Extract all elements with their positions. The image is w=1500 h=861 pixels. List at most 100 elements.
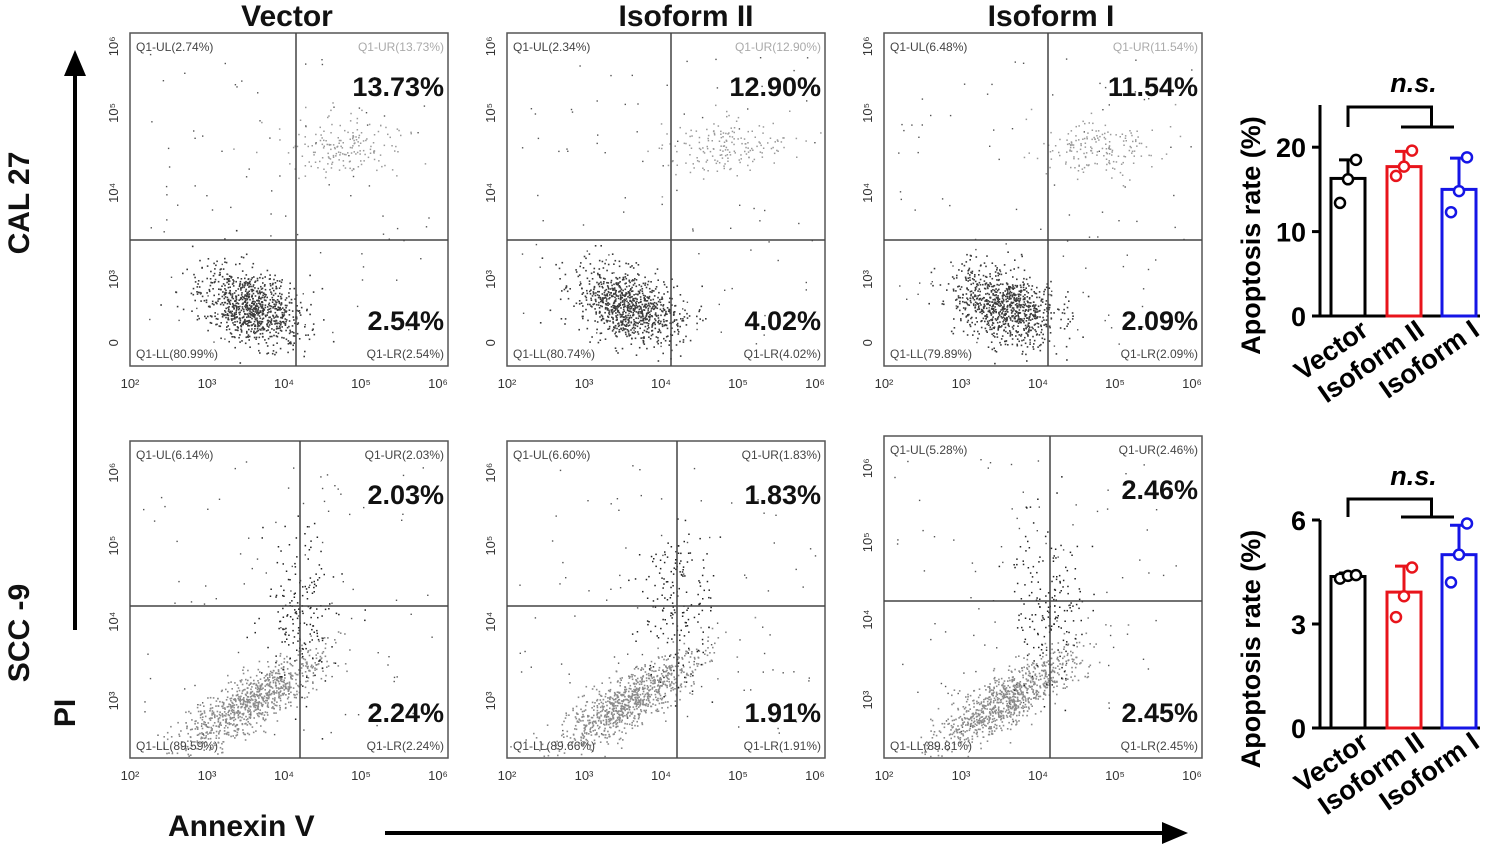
big-percent-ur: 11.54% [1108,72,1198,102]
bar-y-axis-label: Apoptosis rate (%) [1236,116,1266,355]
x-tick-label: 10⁴ [1028,376,1048,391]
y-tick-label: 10⁴ [106,612,121,632]
flow-plot-4: Q1-UL(6.14%) Q1-UR(2.03%) Q1-LL(89.59%) Q1-… [106,440,449,783]
column-title-isoform-2: Isoform II [618,0,754,33]
flow-scatter-dots [898,58,1193,365]
y-tick-label: 0 [106,339,121,346]
x-tick-label: 10² [498,768,517,783]
x-tick-label: 10⁶ [805,768,825,783]
y-tick-label: 10⁵ [860,103,875,123]
x-tick-label: 10⁶ [1182,376,1202,391]
flow-plot-frame [883,435,1203,759]
flow-scatter-dots [521,57,822,362]
y-tick-label: 10³ [483,691,498,710]
x-tick-label: 10² [121,768,140,783]
data-point [1349,153,1363,167]
quadrant-label-ur: Q1-UR(2.46%) [1119,443,1198,457]
x-tick-label: 10⁵ [1105,376,1125,391]
data-point [1389,169,1403,183]
quadrant-label-ur: Q1-UR(11.54%) [1113,40,1198,54]
significance-bracket [1346,105,1454,129]
data-point [1460,151,1474,164]
quadrant-label-ll: Q1-LL(89.59%) [136,739,218,753]
y-tick-label: 10⁶ [860,458,875,478]
bar-y-tick-label: 0 [1291,302,1306,332]
x-axis-title-annexin: Annexin V [168,810,315,843]
x-tick-label: 10³ [575,768,594,783]
quadrant-label-ll: Q1-LL(80.99%) [136,347,218,361]
data-point [1397,160,1411,173]
x-tick-label: 10² [121,376,140,391]
column-title-isoform-1: Isoform I [987,0,1115,33]
data-point [1444,576,1458,589]
y-tick-label: 10⁶ [483,36,498,56]
y-tick-label: 10⁶ [106,463,121,483]
y-tick-label: 10⁴ [860,610,875,630]
y-tick-label: 10⁵ [483,103,498,123]
quadrant-label-ur: Q1-UR(1.83%) [742,448,821,462]
x-tick-label: 10⁴ [274,768,294,783]
x-tick-label: 10⁶ [1182,768,1202,783]
flow-plot-6: Q1-UL(5.28%) Q1-UR(2.46%) Q1-LL(89.81%) Q1-… [860,435,1203,783]
quadrant-label-ll: Q1-LL(89.81%) [890,739,972,753]
quadrant-label-ul: Q1-UL(2.74%) [136,40,213,54]
quadrant-label-lr: Q1-LR(1.91%) [744,739,821,753]
y-tick-label: 10⁶ [860,36,875,56]
data-point [1405,561,1419,574]
y-tick-label: 10³ [860,690,875,709]
data-point [1452,548,1466,561]
flow-plot-1: Q1-UL(2.74%) Q1-UR(13.73%) Q1-LL(80.99%) Q1… [106,32,449,391]
quadrant-label-ll: Q1-LL(79.89%) [890,347,972,361]
bar-y-tick-label: 3 [1291,610,1306,640]
bar-y-axis-label: Apoptosis rate (%) [1236,530,1266,769]
bar-y-tick-label: 0 [1291,714,1306,744]
big-percent-ur: 13.73% [352,72,444,102]
data-point [1460,517,1474,530]
x-tick-label: 10⁵ [351,376,371,391]
bar-y-tick-label: 10 [1276,218,1306,248]
quadrant-label-ur: Q1-UR(12.90%) [735,40,821,54]
x-tick-label: 10³ [198,376,217,391]
big-percent-ur: 2.03% [367,480,444,510]
x-tick-label: 10⁴ [1028,768,1048,783]
bar [1385,165,1423,318]
x-tick-label: 10² [875,376,894,391]
y-tick-label: 10³ [860,269,875,288]
big-percent-lr: 1.91% [744,698,821,728]
flow-plot-frame [883,32,1203,367]
x-tick-label: 10⁴ [274,376,294,391]
y-tick-label: 10⁴ [860,183,875,203]
flow-scatter-dots [149,53,430,364]
data-point [1341,173,1355,186]
quadrant-label-ul: Q1-UL(2.34%) [513,40,590,54]
big-percent-lr: 2.24% [367,698,444,728]
y-tick-label: 10⁴ [483,183,498,203]
flow-plot-frame [129,440,449,759]
x-tick-label: 10² [498,376,517,391]
significance-label: n.s. [1390,68,1437,98]
x-tick-label: 10⁶ [805,376,825,391]
x-tick-label: 10⁵ [728,768,748,783]
bar [1329,575,1367,730]
quadrant-label-ll: Q1-LL(89.66%) [513,739,595,753]
x-tick-label: 10³ [198,768,217,783]
y-tick-label: 10³ [106,691,121,710]
data-point [1389,610,1403,624]
data-point [1397,590,1411,603]
y-tick-label: 10³ [106,269,121,288]
x-tick-label: 10³ [952,768,971,783]
significance-label: n.s. [1390,461,1437,491]
y-axis-arrow [64,50,86,630]
data-point [1333,196,1347,210]
column-title-vector: Vector [241,0,333,33]
flow-plot-3: Q1-UL(6.48%) Q1-UR(11.54%) Q1-LL(79.89%) Q1… [860,32,1203,391]
quadrant-label-lr: Q1-LR(2.45%) [1121,739,1198,753]
x-tick-label: 10⁴ [651,768,671,783]
significance-bracket [1346,497,1454,519]
bar-y-tick-label: 6 [1291,506,1306,536]
y-tick-label: 0 [860,339,875,346]
y-tick-label: 10⁵ [860,532,875,552]
